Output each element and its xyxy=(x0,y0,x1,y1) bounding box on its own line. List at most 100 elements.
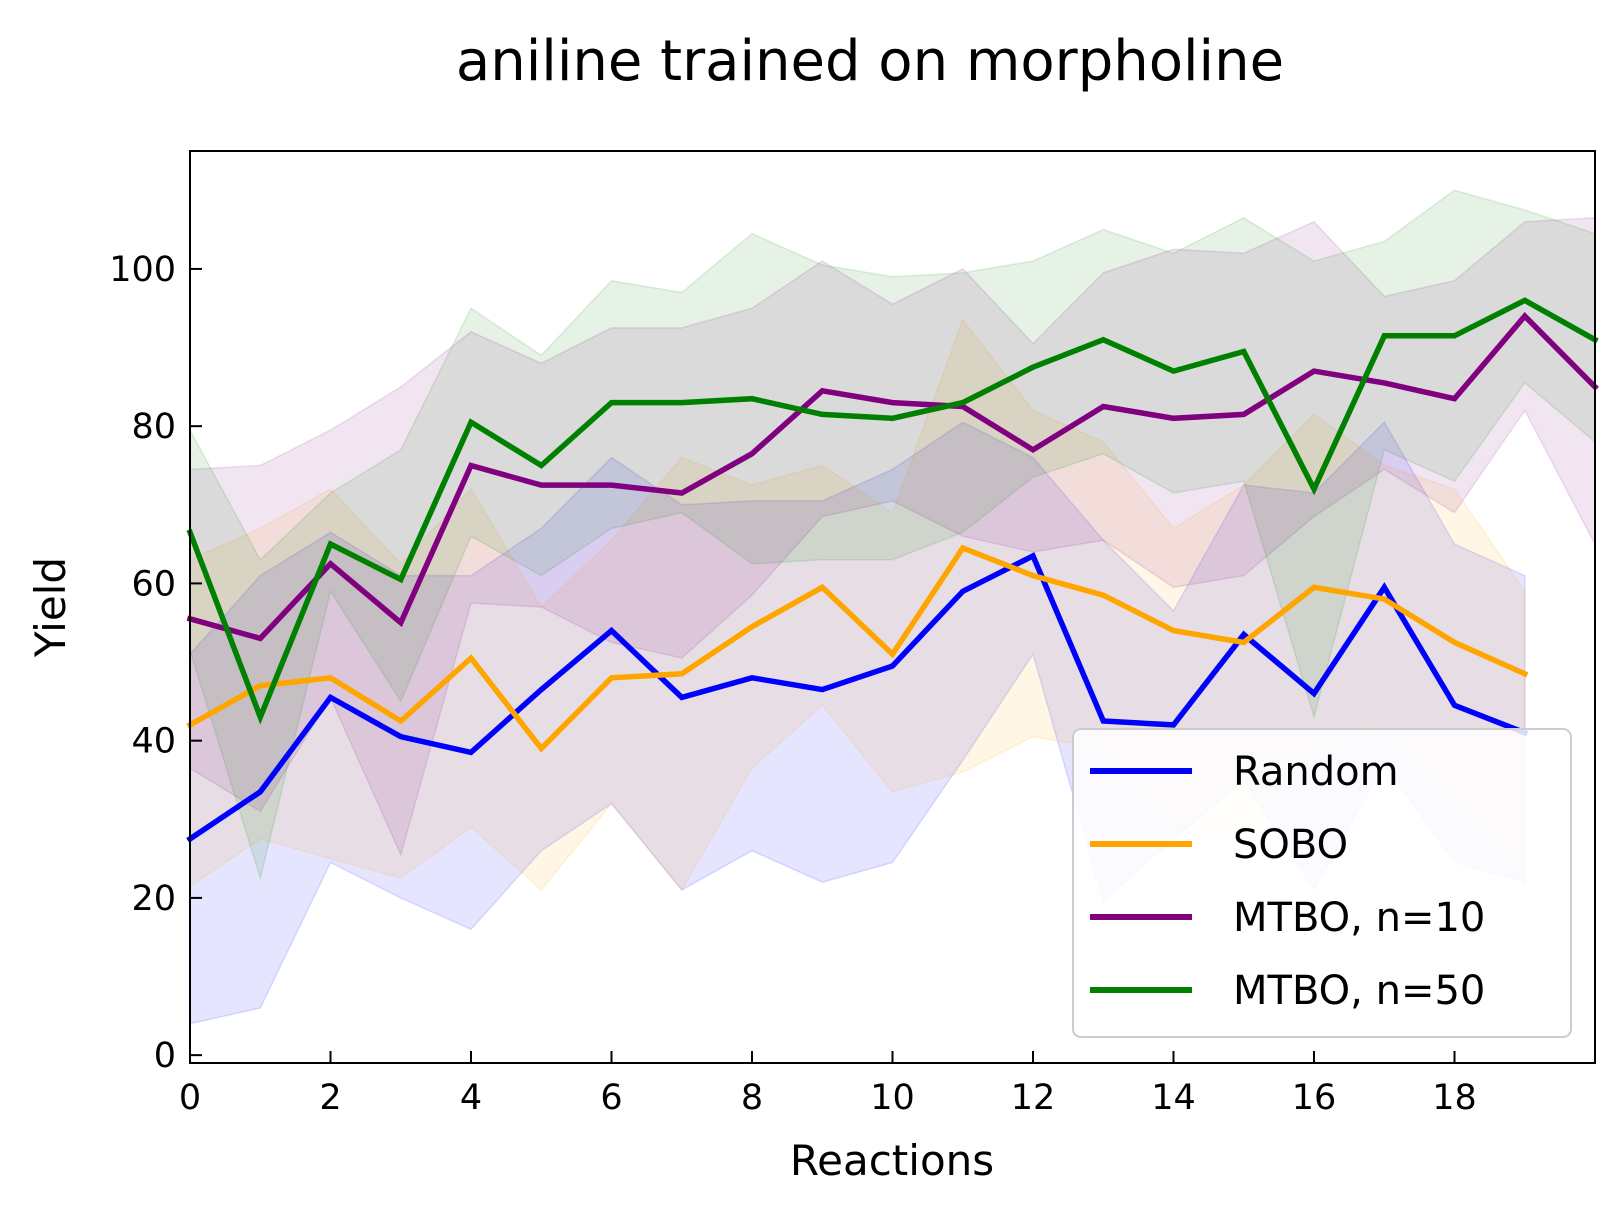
point-mtbo-n-10 xyxy=(1452,396,1457,401)
point-mtbo-n-50 xyxy=(469,420,474,425)
point-sobo xyxy=(1171,628,1176,633)
point-mtbo-n-50 xyxy=(609,400,614,405)
point-random xyxy=(1101,719,1106,724)
series-lines xyxy=(186,297,1599,843)
line-mtbo-n-50 xyxy=(186,297,1599,725)
point-random xyxy=(1241,632,1246,637)
legend: Random SOBO MTBO, n=10 MTBO, n=50 xyxy=(1072,728,1572,1038)
x-tick-label: 2 xyxy=(319,1078,341,1118)
x-tick-label: 10 xyxy=(870,1078,915,1118)
point-mtbo-n-50 xyxy=(890,416,895,421)
point-random xyxy=(609,628,614,633)
point-sobo xyxy=(1382,597,1387,602)
point-random xyxy=(539,687,544,692)
point-mtbo-n-10 xyxy=(679,491,684,496)
point-mtbo-n-10 xyxy=(1031,447,1036,452)
point-sobo xyxy=(609,675,614,680)
point-mtbo-n-50 xyxy=(1522,298,1527,303)
point-sobo xyxy=(1101,593,1106,598)
y-tick-label: 20 xyxy=(131,879,176,919)
point-sobo xyxy=(1452,640,1457,645)
point-mtbo-n-50 xyxy=(679,400,684,405)
y-tick-label: 80 xyxy=(131,407,176,447)
point-random xyxy=(960,589,965,594)
point-random xyxy=(820,687,825,692)
legend-box xyxy=(1072,728,1572,1038)
point-mtbo-n-50 xyxy=(1382,333,1387,338)
point-mtbo-n-10 xyxy=(1522,314,1527,319)
point-sobo xyxy=(398,719,403,724)
x-tick-label: 16 xyxy=(1292,1078,1337,1118)
point-mtbo-n-50 xyxy=(1241,349,1246,354)
x-tick-label: 14 xyxy=(1151,1078,1196,1118)
point-mtbo-n-50 xyxy=(1312,487,1317,492)
point-mtbo-n-50 xyxy=(258,715,263,720)
point-sobo xyxy=(750,624,755,629)
point-mtbo-n-50 xyxy=(328,542,333,547)
point-mtbo-n-10 xyxy=(750,451,755,456)
legend-label-random: Random xyxy=(1233,749,1399,795)
point-mtbo-n-10 xyxy=(258,636,263,641)
x-tick-label: 6 xyxy=(600,1078,622,1118)
point-random xyxy=(679,695,684,700)
point-sobo xyxy=(1312,585,1317,590)
x-tick-label: 12 xyxy=(1011,1078,1056,1118)
point-mtbo-n-10 xyxy=(1312,369,1317,374)
point-sobo xyxy=(1031,573,1036,578)
line-mtbo-n-10 xyxy=(186,312,1599,642)
point-mtbo-n-10 xyxy=(398,620,403,625)
point-mtbo-n-10 xyxy=(469,463,474,468)
point-mtbo-n-50 xyxy=(960,400,965,405)
point-random xyxy=(750,675,755,680)
point-mtbo-n-10 xyxy=(1101,404,1106,409)
point-mtbo-n-10 xyxy=(328,561,333,566)
x-tick-label: 0 xyxy=(179,1078,201,1118)
legend-label-sobo: SOBO xyxy=(1233,822,1348,868)
point-sobo xyxy=(679,671,684,676)
point-mtbo-n-10 xyxy=(1382,380,1387,385)
line-sobo xyxy=(186,544,1529,753)
point-random xyxy=(258,789,263,794)
point-random xyxy=(398,734,403,739)
x-tick-label: 18 xyxy=(1432,1078,1477,1118)
point-mtbo-n-10 xyxy=(539,483,544,488)
point-sobo xyxy=(469,656,474,661)
point-mtbo-n-10 xyxy=(609,483,614,488)
point-random xyxy=(1312,691,1317,696)
point-random xyxy=(1452,703,1457,708)
point-mtbo-n-50 xyxy=(750,396,755,401)
y-tick-label: 60 xyxy=(131,564,176,604)
point-mtbo-n-10 xyxy=(820,388,825,393)
y-tick-label: 40 xyxy=(131,722,176,762)
point-random xyxy=(890,663,895,668)
x-tick-label: 8 xyxy=(741,1078,763,1118)
legend-label-mtbo-n-10: MTBO, n=10 xyxy=(1233,895,1485,941)
point-sobo xyxy=(539,746,544,751)
point-mtbo-n-10 xyxy=(1171,416,1176,421)
x-axis-label: Reactions xyxy=(790,1136,994,1185)
point-random xyxy=(469,750,474,755)
point-sobo xyxy=(1241,640,1246,645)
point-mtbo-n-50 xyxy=(539,463,544,468)
point-sobo xyxy=(820,585,825,590)
point-mtbo-n-50 xyxy=(1031,365,1036,370)
point-sobo xyxy=(960,546,965,551)
y-axis-label: Yield xyxy=(26,557,75,658)
chart-title: aniline trained on morpholine xyxy=(456,29,1284,94)
point-random xyxy=(328,695,333,700)
y-tick-label: 0 xyxy=(154,1036,176,1076)
x-tick-label: 4 xyxy=(460,1078,482,1118)
point-sobo xyxy=(890,652,895,657)
point-mtbo-n-50 xyxy=(398,577,403,582)
legend-label-mtbo-n-50: MTBO, n=50 xyxy=(1233,968,1485,1014)
y-tick-label: 100 xyxy=(109,250,176,290)
line-random xyxy=(186,552,1529,843)
point-mtbo-n-10 xyxy=(1241,412,1246,417)
point-random xyxy=(1171,722,1176,727)
point-mtbo-n-50 xyxy=(1452,333,1457,338)
point-mtbo-n-10 xyxy=(890,400,895,405)
point-random xyxy=(1031,553,1036,558)
point-random xyxy=(1382,585,1387,590)
point-mtbo-n-50 xyxy=(1101,337,1106,342)
